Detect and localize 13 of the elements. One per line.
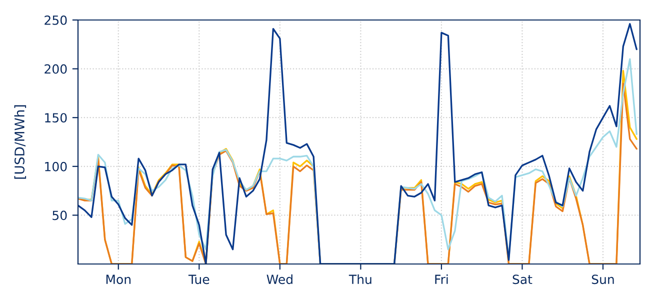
x-tick-label: Sun bbox=[592, 274, 614, 284]
y-axis-title: [USD/MWh] bbox=[14, 105, 26, 179]
x-tick-label: Fri bbox=[435, 274, 448, 284]
x-tick-label: Tue bbox=[188, 274, 210, 284]
y-tick-label: 100 bbox=[45, 162, 67, 172]
x-tick-label: Thu bbox=[348, 274, 372, 284]
x-tick-label: Sat bbox=[512, 274, 532, 284]
y-tick-label: 50 bbox=[52, 210, 67, 220]
y-tick-label: 250 bbox=[44, 15, 67, 25]
x-tick-label: Mon bbox=[106, 274, 130, 284]
y-tick-label: 200 bbox=[44, 64, 67, 74]
y-tick-label: 150 bbox=[45, 113, 67, 123]
x-tick-label: Wed bbox=[266, 274, 292, 284]
